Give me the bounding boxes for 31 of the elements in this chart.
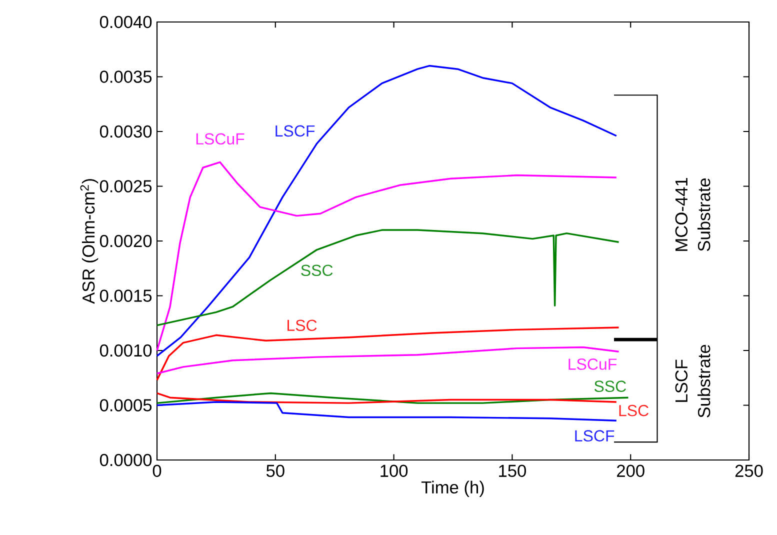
- y-tick-label: 0.0020: [100, 234, 152, 248]
- x-axis-title: Time (h): [421, 480, 484, 497]
- y-tick-label: 0.0000: [100, 454, 152, 466]
- x-tick-label: 150: [499, 464, 526, 477]
- y-axis-title: ASR (Ohm-cm$^{2}$): [80, 179, 98, 304]
- y-tick-label: 0.0035: [100, 70, 152, 83]
- x-tick-label: 50: [266, 464, 284, 477]
- series-label: LSCF: [276, 125, 315, 137]
- y-tick-label: 0.0005: [100, 399, 152, 412]
- series-label: SSC: [594, 380, 626, 392]
- y-tick-label: 0.0030: [100, 125, 152, 138]
- line-series: [156, 64, 618, 357]
- x-tick-label: 0: [152, 464, 162, 477]
- x-tick-label: 200: [617, 464, 644, 477]
- annotation: MCO-441 Substrate: [675, 178, 710, 252]
- series-label: LSC: [619, 404, 649, 416]
- series-label: LSCuF: [568, 358, 617, 370]
- y-tick-label: 0.0025: [100, 180, 152, 192]
- line-series: [156, 161, 618, 352]
- line-series: [156, 346, 620, 374]
- annotation: LSCF Substrate: [675, 344, 710, 418]
- line-series: [156, 401, 618, 422]
- x-tick-label: 100: [380, 464, 408, 477]
- x-tick-label: 250: [735, 464, 763, 477]
- series-label: SSC: [301, 264, 333, 276]
- y-tick-label: 0.0040: [100, 16, 152, 28]
- y-tick-label: 0.0015: [100, 290, 152, 302]
- series-label: LSC: [288, 320, 317, 332]
- y-tick-label: 0.0010: [100, 344, 152, 357]
- series-label: LSCF: [575, 430, 614, 442]
- series-label: LSCuF: [196, 133, 244, 145]
